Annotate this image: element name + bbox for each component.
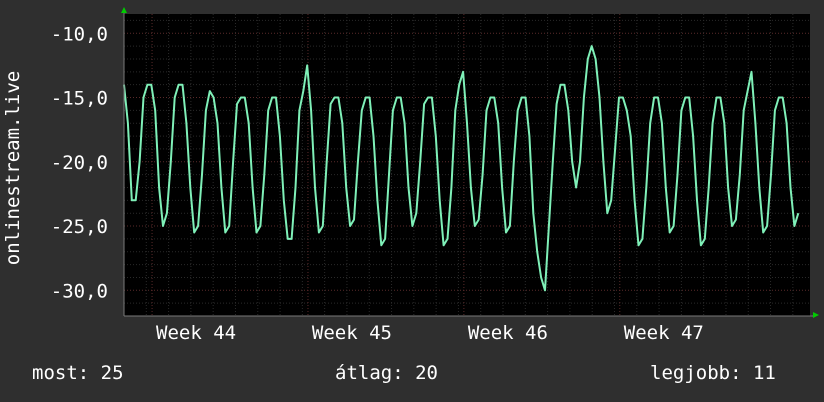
- stats-bar: most: 25 átlag: 20 legjobb: 11: [0, 362, 824, 388]
- y-tick-label: -15,0: [51, 88, 108, 110]
- x-axis-arrow-icon: [813, 312, 819, 318]
- x-tick-label: Week 46: [468, 322, 548, 344]
- series-line: [123, 45, 800, 292]
- y-axis-arrow-icon: [121, 7, 127, 13]
- stat-average: átlag: 20: [335, 362, 438, 384]
- y-tick-label: -25,0: [51, 216, 108, 238]
- stat-current: most: 25: [32, 362, 124, 384]
- y-axis-label-text: onlinestream.live: [2, 70, 24, 266]
- x-tick-label: Week 45: [312, 322, 392, 344]
- x-tick-label: Week 44: [156, 322, 236, 344]
- x-tick-labels: Week 44 Week 45 Week 46 Week 47: [156, 322, 704, 344]
- stat-max: legjobb: 11: [650, 362, 776, 384]
- axes: [121, 7, 819, 318]
- y-tick-label: -20,0: [51, 152, 108, 174]
- y-tick-label: -30,0: [51, 280, 108, 302]
- y-tick-labels: -10,0 -15,0 -20,0 -25,0 -30,0: [51, 23, 108, 302]
- y-tick-label: -10,0: [51, 23, 108, 45]
- series-layer: [123, 45, 800, 292]
- x-tick-label: Week 47: [624, 322, 704, 344]
- y-axis-label: onlinestream.live: [2, 58, 24, 278]
